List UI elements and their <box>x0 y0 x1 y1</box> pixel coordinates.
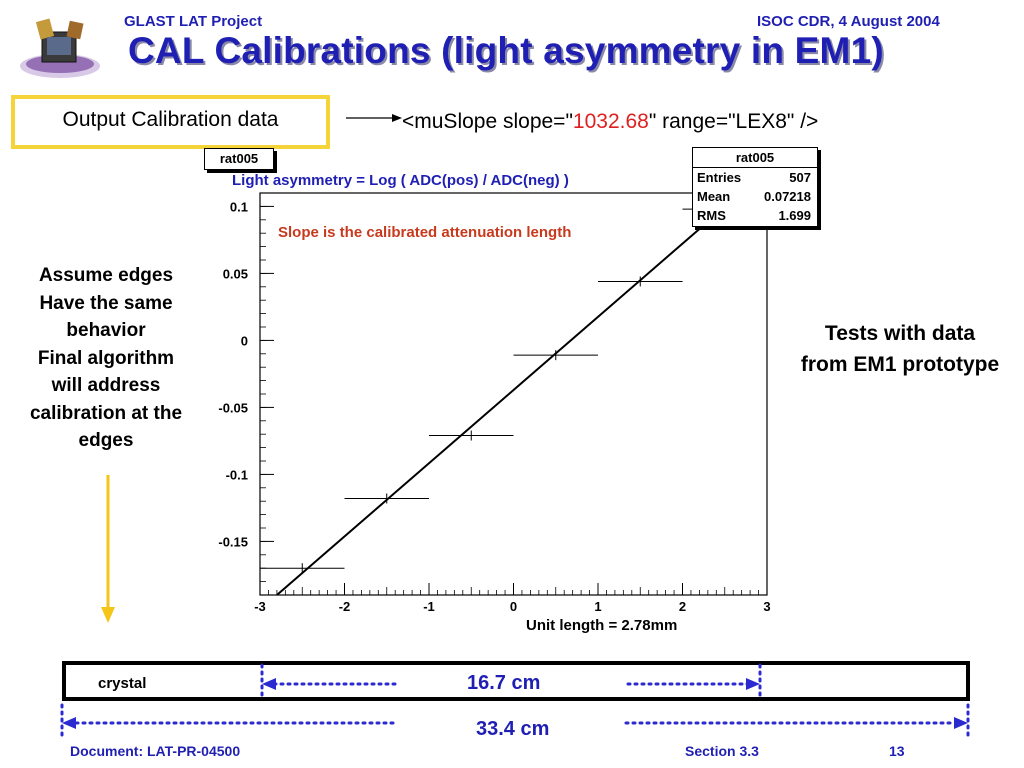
edges-note-line: edges <box>78 430 134 451</box>
slope-note: Slope is the calibrated attenuation leng… <box>278 224 572 241</box>
review-date: ISOC CDR, 4 August 2004 <box>757 13 940 30</box>
y-tick-label: 0.05 <box>223 266 248 281</box>
em1-tests-line: from EM1 prototype <box>800 353 1000 376</box>
muslope-prefix: <muSlope slope=" <box>402 110 573 133</box>
stats-box: rat005 Entries 507 Mean 0.07218 RMS 1.69… <box>692 147 818 227</box>
output-calibration-label: Output Calibration data <box>62 108 279 131</box>
histogram-name: rat005 <box>204 148 274 170</box>
asymmetry-formula: Light asymmetry = Log ( ADC(pos) / ADC(n… <box>232 172 569 189</box>
fit-line <box>276 198 734 596</box>
y-tick-label: 0.1 <box>230 199 248 214</box>
y-tick-label: -0.05 <box>218 400 248 415</box>
x-tick-label: -2 <box>339 599 351 614</box>
stats-label: Mean <box>697 189 731 204</box>
project-name: GLAST LAT Project <box>124 13 263 30</box>
y-tick-label: -0.15 <box>218 534 248 549</box>
crystal-label: crystal <box>98 675 147 692</box>
arrow-left-icon <box>262 678 276 690</box>
stats-row-entries: Entries 507 <box>693 168 817 187</box>
stats-value: 0.07218 <box>764 189 811 204</box>
slide-title: CAL Calibrations (light asymmetry in EM1… <box>128 30 884 71</box>
unit-length-note: Unit length = 2.78mm <box>526 617 678 634</box>
x-tick-label: -1 <box>423 599 435 614</box>
output-calibration-box: Output Calibration data <box>11 95 330 149</box>
x-tick-label: 2 <box>679 599 686 614</box>
x-tick-label: -3 <box>254 599 266 614</box>
edges-note-line: Assume edges <box>38 265 174 286</box>
x-tick-label: 3 <box>763 599 770 614</box>
asymmetry-chart: -3 -2 -1 0 1 2 3 -0.15 -0.1 -0.05 0 0.05 0.1 <box>218 192 771 614</box>
y-tick-label: 0 <box>241 333 248 348</box>
plot-frame <box>259 192 768 596</box>
muslope-xml: <muSlope slope="1032.68" range="LEX8" /> <box>402 110 818 134</box>
stats-value: 1.699 <box>778 208 811 223</box>
stats-value: 507 <box>789 170 811 185</box>
arrow-right-icon <box>746 678 760 690</box>
length-arrows <box>60 663 970 740</box>
crystal-bar <box>62 661 970 701</box>
footer-section: Section 3.3 <box>685 743 759 759</box>
stats-row-mean: Mean 0.07218 <box>693 187 817 206</box>
full-length-label: 33.4 cm <box>476 718 550 740</box>
down-arrow-icon <box>101 475 115 623</box>
stats-title: rat005 <box>693 148 817 168</box>
edges-note-line: behavior <box>66 320 146 341</box>
edges-note-line: Final algorithm <box>37 347 175 369</box>
stats-label: Entries <box>697 170 742 185</box>
x-tick-label: 0 <box>510 599 517 614</box>
em1-tests-note: Tests with data from EM1 prototype <box>776 318 1024 380</box>
arrow-left-icon <box>62 717 76 729</box>
muslope-value: 1032.68 <box>572 110 649 133</box>
inner-length-label: 16.7 cm <box>467 672 541 694</box>
y-tick-label: -0.1 <box>226 467 248 482</box>
stats-label: RMS <box>697 208 726 223</box>
output-arrow-icon <box>346 114 402 122</box>
glast-logo <box>14 14 106 82</box>
edges-note-line: calibration at the <box>29 402 183 424</box>
footer-page: 13 <box>889 743 905 759</box>
em1-tests-line: Tests with data <box>824 322 976 345</box>
stats-row-rms: RMS 1.699 <box>693 206 817 225</box>
edges-note-line: will address <box>51 375 161 396</box>
x-tick-label: 1 <box>594 599 601 614</box>
footer-document: Document: LAT-PR-04500 <box>70 743 241 759</box>
edges-note: Assume edges Have the same behavior Fina… <box>6 262 206 455</box>
edges-note-line: Have the same <box>39 292 173 314</box>
muslope-suffix: " range="LEX8" /> <box>648 110 819 133</box>
arrow-right-icon <box>954 717 968 729</box>
